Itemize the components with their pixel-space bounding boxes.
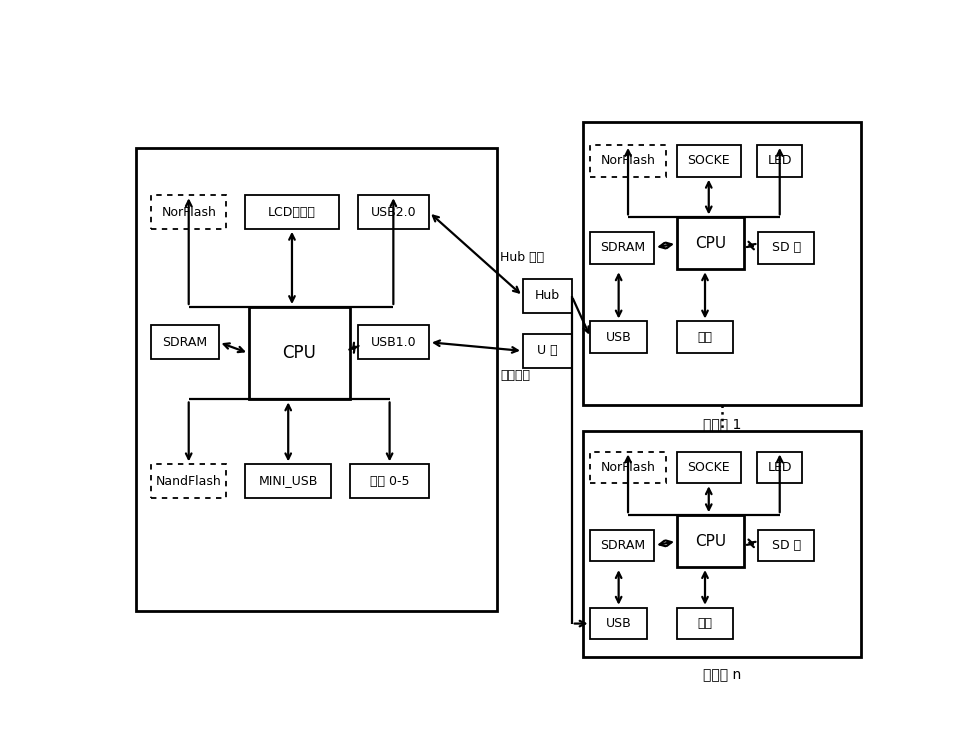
FancyBboxPatch shape [151,325,219,359]
Text: SD 卡: SD 卡 [771,539,800,552]
Text: NorFlash: NorFlash [601,461,655,474]
FancyBboxPatch shape [358,325,429,359]
Text: U 盘: U 盘 [537,345,557,357]
FancyBboxPatch shape [583,122,860,406]
Text: LED: LED [767,461,792,474]
FancyBboxPatch shape [136,148,496,611]
FancyBboxPatch shape [151,464,226,498]
FancyBboxPatch shape [350,464,429,498]
Text: 子模块 n: 子模块 n [703,668,741,683]
Text: MINI_USB: MINI_USB [259,475,318,487]
FancyBboxPatch shape [676,515,744,567]
Text: 串口: 串口 [698,617,712,630]
Text: CPU: CPU [695,236,726,251]
FancyBboxPatch shape [757,145,802,176]
FancyBboxPatch shape [590,321,647,353]
FancyBboxPatch shape [676,451,740,484]
Text: USB: USB [606,617,632,630]
FancyBboxPatch shape [151,195,226,229]
FancyBboxPatch shape [676,321,734,353]
FancyBboxPatch shape [758,529,814,562]
FancyBboxPatch shape [590,608,647,640]
Text: SD 卡: SD 卡 [771,241,800,254]
FancyBboxPatch shape [583,431,860,657]
Text: CPU: CPU [695,534,726,549]
Text: SDRAM: SDRAM [163,336,207,348]
FancyBboxPatch shape [523,279,572,312]
FancyBboxPatch shape [676,217,744,270]
FancyBboxPatch shape [590,529,654,562]
FancyBboxPatch shape [245,464,331,498]
Text: Hub 外扩: Hub 外扩 [500,251,545,264]
Text: USB1.0: USB1.0 [370,336,416,348]
FancyBboxPatch shape [590,145,666,176]
Text: NorFlash: NorFlash [601,155,655,167]
Text: 子模块 1: 子模块 1 [703,417,741,431]
Text: USB: USB [606,331,632,344]
Text: LCD液晶屏: LCD液晶屏 [268,206,316,219]
FancyBboxPatch shape [590,232,654,264]
Text: Hub: Hub [535,289,560,303]
Text: SDRAM: SDRAM [600,241,645,254]
FancyBboxPatch shape [590,451,666,484]
FancyBboxPatch shape [249,307,350,400]
FancyBboxPatch shape [245,195,339,229]
Text: 串口: 串口 [698,331,712,344]
Text: 串口 0-5: 串口 0-5 [370,475,409,487]
Text: SOCKE: SOCKE [687,155,730,167]
Text: CPU: CPU [283,344,317,362]
Text: NandFlash: NandFlash [156,475,222,487]
FancyBboxPatch shape [523,334,572,368]
Text: 固件更新: 固件更新 [500,369,530,382]
Text: SOCKE: SOCKE [687,461,730,474]
Text: LED: LED [767,155,792,167]
Text: SDRAM: SDRAM [600,539,645,552]
FancyBboxPatch shape [757,451,802,484]
FancyBboxPatch shape [758,232,814,264]
FancyBboxPatch shape [358,195,429,229]
FancyBboxPatch shape [676,608,734,640]
Text: NorFlash: NorFlash [161,206,216,219]
Text: USB2.0: USB2.0 [370,206,416,219]
FancyBboxPatch shape [676,145,740,176]
